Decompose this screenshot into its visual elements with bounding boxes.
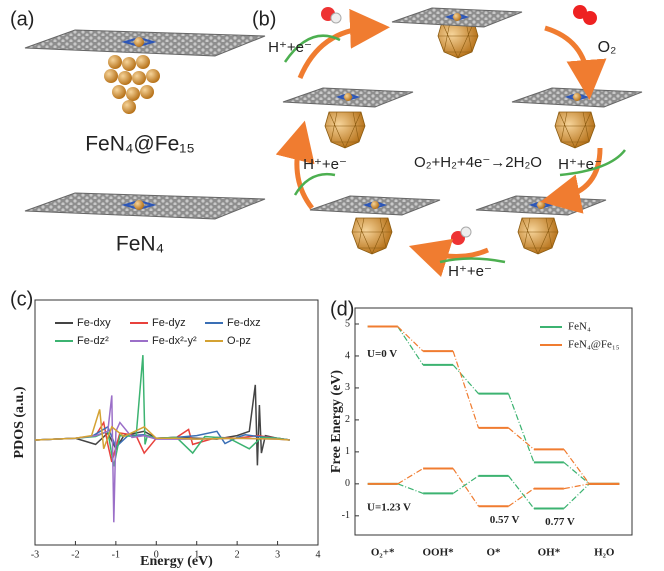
arc (559, 149, 626, 177)
legend-label: Fe-dxz (227, 317, 261, 329)
plot-frame (34, 299, 319, 546)
overpotential-label: 0.77 V (545, 516, 575, 528)
level-connector (397, 326, 424, 352)
condition-label: U=1.23 V (367, 501, 411, 513)
x-tick-label: OOH* (423, 547, 455, 559)
y-tick-label: -1 (342, 510, 350, 521)
level-connector (452, 350, 480, 429)
y-tick-label: 3 (345, 382, 350, 393)
y-tick-label: 0 (345, 478, 350, 489)
x-tick-label: 4 (316, 549, 321, 560)
fe-cluster (437, 21, 479, 59)
legend-label: Fe-dxy (77, 317, 111, 329)
y-tick-label: 5 (345, 318, 350, 329)
level-connector (508, 488, 535, 507)
pdos-line (34, 384, 290, 466)
panel-label: (b) (252, 8, 276, 30)
arrow (408, 238, 489, 278)
arc (439, 257, 506, 264)
fe-cluster (351, 217, 393, 255)
panel-label: (a) (10, 8, 34, 30)
level-connector (452, 468, 479, 507)
fe-cluster (104, 55, 160, 114)
y-axis-label: Free Energy (eV) (329, 370, 344, 473)
x-tick-label: -2 (71, 549, 79, 560)
x-axis-label: Energy (eV) (140, 554, 213, 569)
x-tick-label: O* (486, 547, 501, 559)
reaction-label: O₂+H₂+4e⁻→2H₂O (414, 154, 542, 171)
level-connector (507, 393, 535, 463)
x-tick-label: 2 (235, 549, 240, 560)
legend-label: FeN₄@Fe₁₅ (568, 339, 620, 351)
level-connector (563, 483, 590, 509)
level-connector (563, 448, 590, 485)
x-tick-label: 3 (275, 549, 280, 560)
legend-label: O-pz (227, 335, 251, 347)
fe-cluster (324, 111, 366, 149)
x-tick-label: H₂O (594, 547, 615, 559)
panel-label: (d) (330, 298, 354, 320)
green-arcs (283, 34, 626, 264)
graphene-sheet (309, 195, 441, 216)
graphene-sheet (391, 7, 523, 28)
level-connector (397, 467, 424, 485)
h-atom (460, 226, 472, 238)
o-atom (583, 11, 597, 25)
level-connector (563, 483, 590, 490)
panel-label: (c) (10, 288, 33, 310)
x-tick-label: -1 (112, 549, 120, 560)
species-label: O₂ (598, 39, 617, 56)
y-axis-label: PDOS (a.u.) (12, 386, 27, 458)
x-tick-label: 1 (194, 549, 199, 560)
graphene-sheet (511, 87, 643, 108)
level-connector (563, 461, 590, 485)
level-connector (397, 483, 424, 494)
structure-label: FeN₄@Fe₁₅ (85, 133, 195, 156)
x-tick-label: O₂+* (371, 547, 395, 559)
step-label: H⁺+e⁻ (303, 156, 347, 173)
pdos-line (34, 420, 290, 463)
legend-label: Fe-dyz (152, 317, 186, 329)
step-label: H⁺+e⁻ (558, 156, 602, 173)
overpotential-label: 0.57 V (490, 514, 520, 526)
pdos-line (34, 409, 290, 450)
graphene-sheet (24, 29, 266, 57)
condition-label: U=0 V (367, 348, 397, 360)
x-tick-label: OH* (538, 547, 561, 559)
level-connector (397, 326, 424, 366)
level-connector (452, 475, 479, 494)
y-tick-label: 1 (345, 446, 350, 457)
cycle-arrows (275, 8, 607, 278)
graphene-sheet (475, 195, 607, 216)
arrow (540, 147, 603, 214)
arrow (297, 8, 390, 79)
y-tick-label: 4 (345, 350, 350, 361)
x-tick-label: 0 (154, 549, 159, 560)
graphene-sheet (282, 87, 414, 108)
arrow (275, 120, 315, 210)
fe-cluster (517, 217, 559, 255)
level-connector (508, 427, 535, 450)
arc (293, 172, 336, 196)
legend-label: FeN₄ (568, 321, 591, 333)
level-connector (508, 475, 535, 509)
arrow (544, 25, 607, 100)
fe-cluster (554, 111, 596, 149)
y-tick-label: 2 (345, 414, 350, 425)
x-tick-label: -3 (31, 549, 39, 560)
step-label: H⁺+e⁻ (268, 39, 312, 56)
step-label: H⁺+e⁻ (448, 263, 492, 280)
h-atom (330, 12, 342, 24)
level-connector (452, 364, 479, 395)
plot-frame (354, 307, 633, 536)
legend-label: Fe-dz² (77, 335, 109, 347)
structure-label: FeN₄ (116, 233, 164, 256)
legend-label: Fe-dx²-y² (152, 335, 197, 347)
arc (283, 34, 341, 63)
graphene-sheet (24, 192, 266, 220)
